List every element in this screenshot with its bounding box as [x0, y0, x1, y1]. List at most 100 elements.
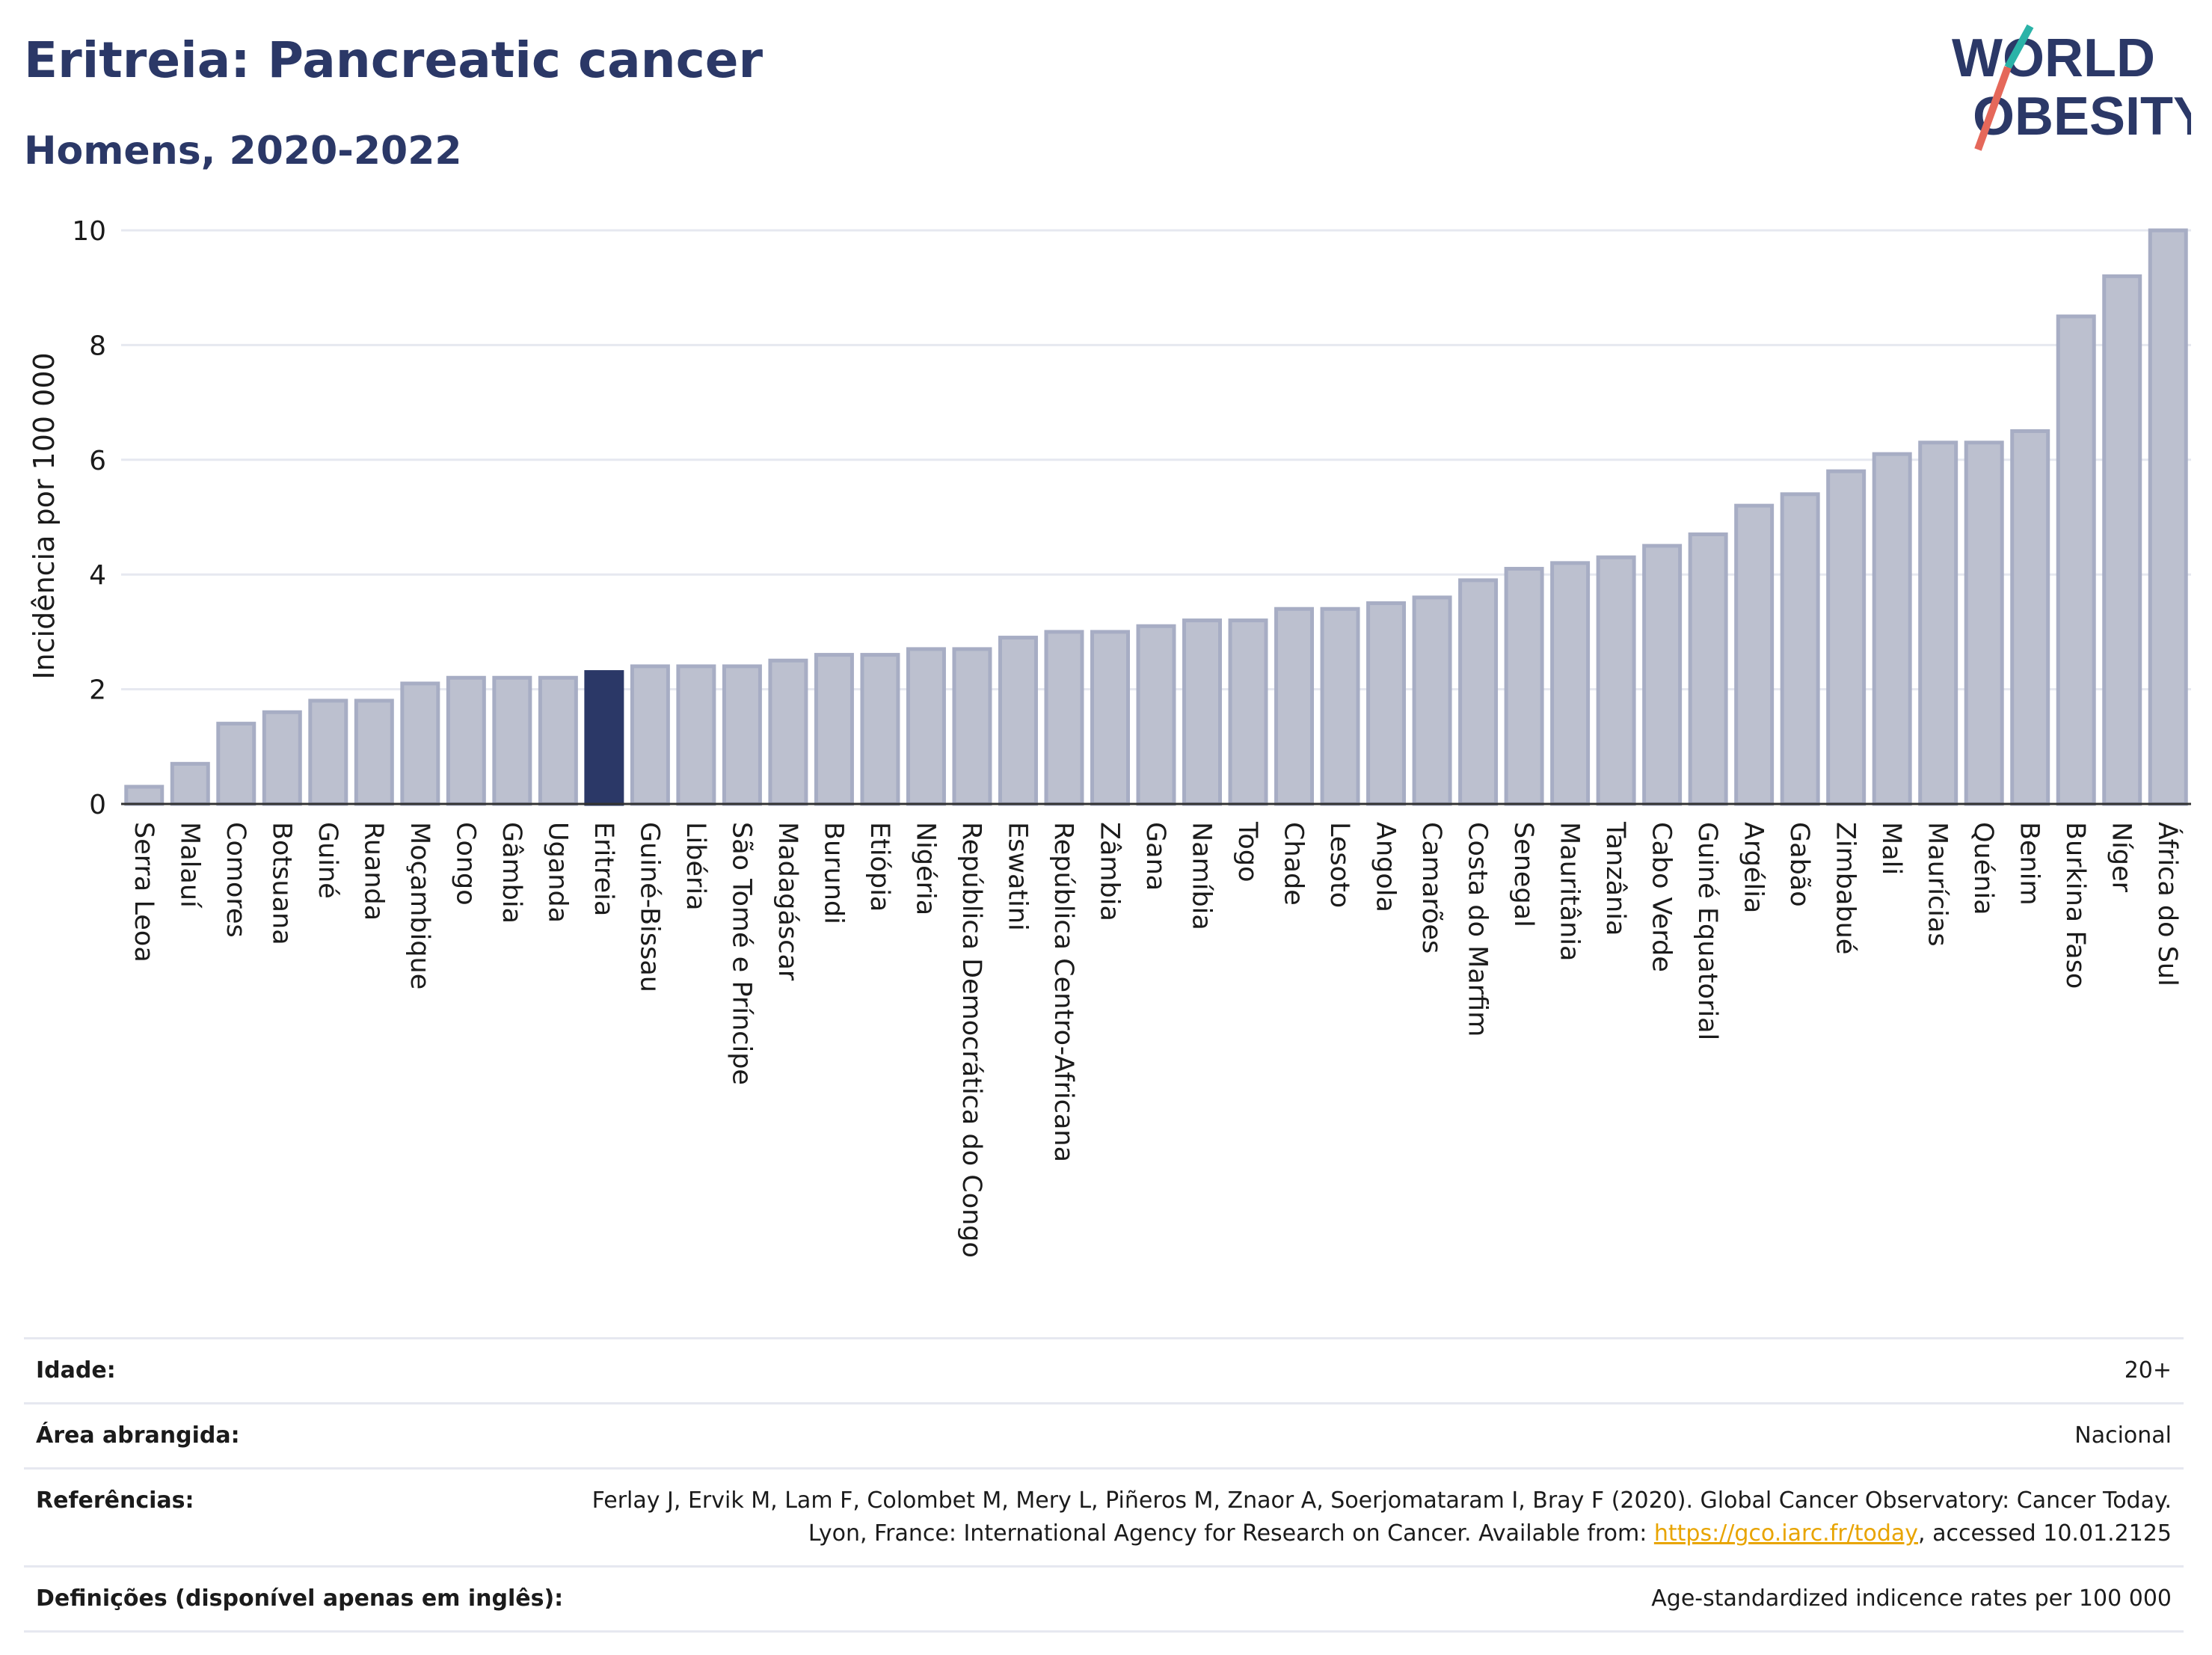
bar-42 [2056, 314, 2096, 806]
reference-text: Ferlay J, Ervik M, Lam F, Colombet M, Me… [592, 1487, 2172, 1547]
bar-5 [354, 698, 394, 806]
x-tick-label: Uganda [542, 822, 572, 923]
x-tick-label: Costa do Marfim [1463, 822, 1493, 1037]
bar-26 [1320, 607, 1360, 806]
x-tick-label: Libéria [681, 822, 710, 911]
x-tick-label: Madagáscar [772, 822, 802, 981]
reference-accessed: , accessed 10.01.2125 [1918, 1520, 2172, 1547]
x-tick-label: República Democrática do Congo [956, 822, 986, 1258]
bar-16 [860, 653, 900, 806]
x-tick-label: Gabão [1784, 822, 1814, 907]
bar-36 [1780, 492, 1820, 806]
metadata-table: Idade: 20+ Área abrangida: Nacional Refe… [24, 1337, 2184, 1633]
bar-38 [1872, 452, 1912, 806]
bar-6 [400, 681, 440, 806]
x-tick-label: Mauritânia [1555, 822, 1585, 961]
x-tick-label: Argélia [1739, 822, 1769, 913]
bar-chart: 0 2 4 6 8 10 Serra Leoa Malauí Comores Botsuana G… [28, 216, 2191, 1258]
bar-34 [1688, 532, 1728, 806]
bar-32 [1596, 555, 1636, 806]
x-tick-label: Níger [2107, 822, 2136, 893]
bars [124, 228, 2188, 806]
x-tick-label: Zâmbia [1094, 822, 1124, 921]
bar-11 [630, 664, 670, 806]
y-axis-label: Incidência por 100 000 [28, 352, 61, 679]
x-tick-label: Tanzânia [1600, 821, 1630, 936]
y-tick-label: 6 [89, 446, 106, 476]
bar-17 [906, 647, 946, 806]
bar-27 [1366, 601, 1407, 806]
bar-33 [1642, 544, 1683, 806]
x-tick-label: Burundi [818, 822, 848, 924]
x-tick-label: Camarões [1416, 822, 1446, 954]
bar-0 [124, 784, 165, 806]
bar-15 [814, 653, 854, 806]
x-tick-label: Congo [450, 822, 480, 906]
x-tick-label: República Centro-Africana [1048, 822, 1078, 1162]
meta-label: Definições (disponível apenas em inglês)… [36, 1585, 564, 1612]
x-tick-label: Togo [1232, 821, 1262, 882]
meta-row-age: Idade: 20+ [24, 1339, 2184, 1404]
meta-value: Age-standardized indicence rates per 100… [1651, 1585, 2172, 1612]
bar-13 [722, 664, 762, 806]
x-tick-label: Eswatini [1002, 822, 1032, 931]
meta-value: 20+ [2124, 1357, 2172, 1384]
y-tick-label: 4 [89, 560, 106, 591]
bar-2 [216, 722, 256, 806]
x-tick-label: Angola [1371, 822, 1401, 912]
bar-28 [1412, 595, 1452, 806]
y-tick-label: 0 [89, 790, 106, 820]
reference-link[interactable]: https://gco.iarc.fr/today [1653, 1520, 1919, 1547]
bar-40 [1964, 440, 2004, 806]
bar-12 [676, 664, 716, 806]
bar-25 [1274, 607, 1315, 806]
bar-4 [308, 698, 348, 806]
x-tick-label: Senegal [1508, 822, 1538, 927]
bar-8 [492, 675, 532, 806]
x-tick-label: Gâmbia [497, 822, 526, 924]
bar-19 [998, 636, 1038, 806]
bar-29 [1458, 578, 1499, 806]
logo-slash-teal [2004, 24, 2034, 70]
meta-label: Referências: [36, 1487, 194, 1514]
chart-subtitle: Homens, 2020-2022 [24, 129, 462, 174]
x-tick-label: Botsuana [266, 822, 296, 945]
x-tick-label: Lesoto [1324, 822, 1354, 908]
bar-23 [1182, 618, 1223, 806]
x-tick-label: Gana [1140, 822, 1170, 891]
bar-35 [1734, 503, 1775, 806]
meta-label: Área abrangida: [36, 1422, 240, 1449]
x-tick-label: Mali [1876, 822, 1906, 875]
x-tick-label: Maurícias [1923, 822, 1953, 947]
y-tick-label: 8 [89, 331, 106, 361]
meta-row-definitions: Definições (disponível apenas em inglês)… [24, 1568, 2184, 1633]
x-tick-label: Quénia [1968, 822, 1998, 915]
bar-22 [1136, 624, 1176, 806]
logo-line1: WORLD [1952, 28, 2155, 88]
meta-row-area: Área abrangida: Nacional [24, 1404, 2184, 1470]
x-tick-label: Namíbia [1187, 822, 1217, 930]
meta-value: Nacional [2074, 1422, 2172, 1449]
bar-3 [262, 710, 302, 806]
world-obesity-logo: WORLD OBESITY [1952, 24, 2191, 151]
x-tick-label: Eritreia [589, 822, 618, 916]
bar-24 [1228, 618, 1268, 806]
bar-14 [768, 658, 808, 806]
bar-44 [2148, 228, 2188, 806]
x-tick-label: Guiné Equatorial [1692, 822, 1722, 1040]
y-tick-labels: 0 2 4 6 8 10 [72, 216, 106, 820]
x-tick-label: Burkina Faso [2060, 822, 2090, 989]
bar-7 [446, 675, 486, 806]
bar-20 [1044, 630, 1084, 806]
bar-18 [952, 647, 992, 806]
bar-9 [538, 675, 578, 806]
x-tick-label: Guiné [313, 822, 342, 899]
y-tick-label: 10 [72, 216, 106, 247]
bar-41 [2010, 429, 2050, 806]
x-tick-label: Etiópia [864, 822, 894, 912]
x-tick-label: Zimbabué [1831, 822, 1861, 954]
bar-43 [2102, 274, 2142, 806]
bar-21 [1090, 630, 1130, 806]
x-tick-label: Moçambique [405, 822, 434, 989]
x-tick-label: Serra Leoa [129, 822, 159, 962]
